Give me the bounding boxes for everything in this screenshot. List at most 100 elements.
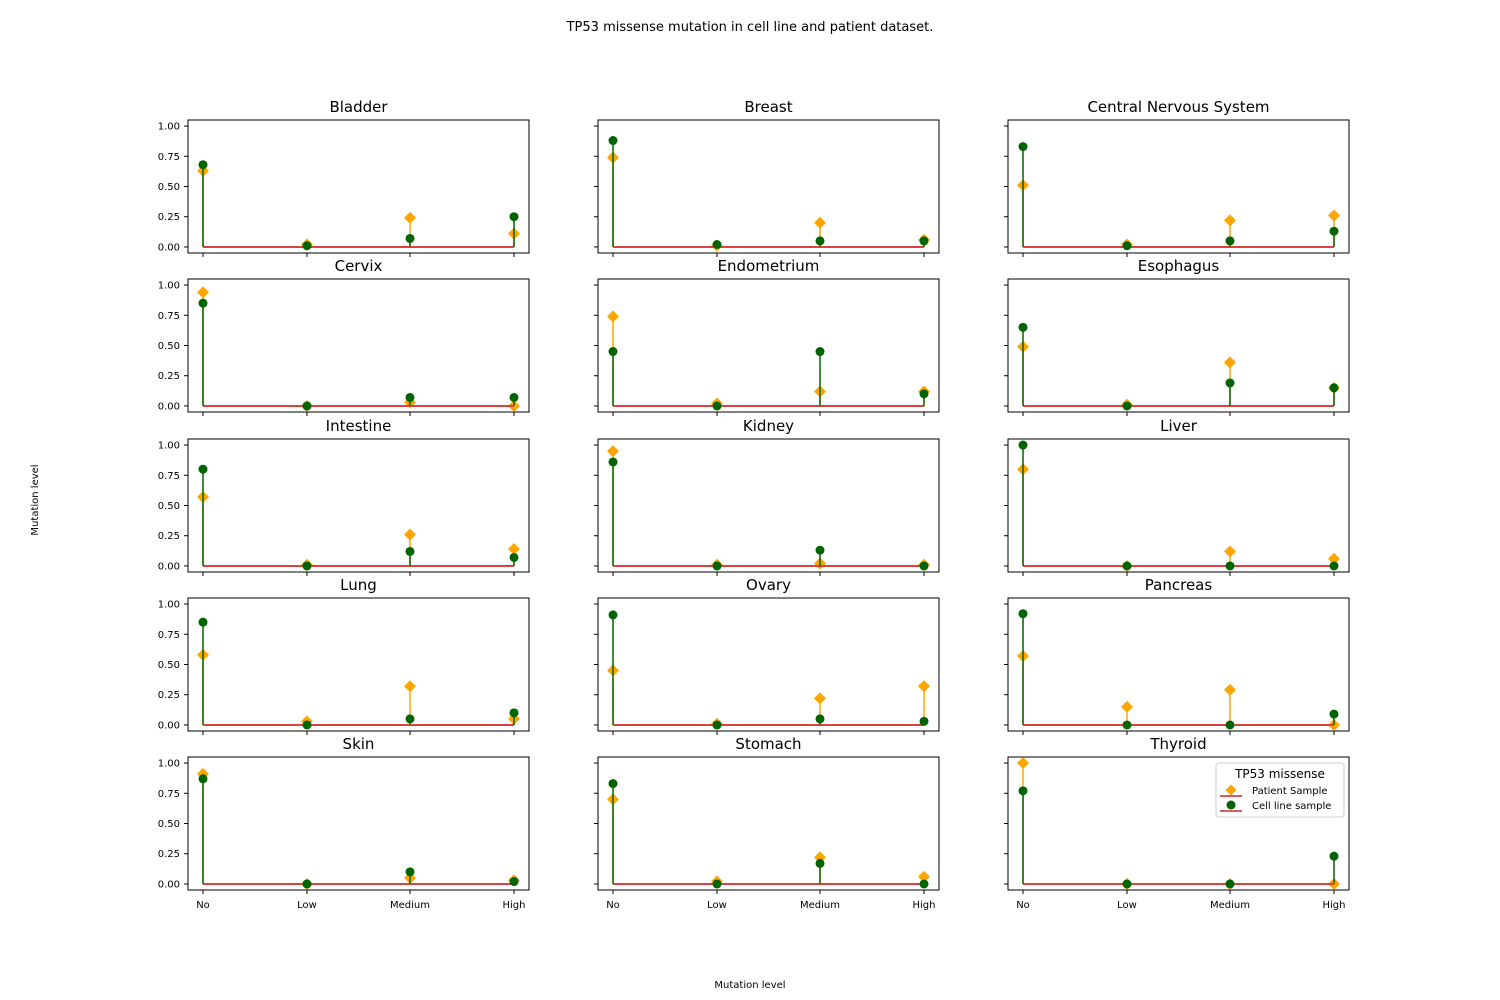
plot-frame: [1007, 119, 1350, 254]
y-tick-label: 0.00: [158, 879, 180, 890]
x-tick-label: Medium: [390, 900, 430, 911]
y-tick-label: 1.00: [158, 759, 180, 770]
cell-line-marker: [302, 720, 312, 730]
panel-stomach: Stomach No Low Medium High: [594, 735, 940, 911]
legend: TP53 missense Patient Sample Cell line sam…: [1215, 762, 1345, 818]
plot-frame: [187, 597, 530, 732]
patient-marker: [607, 310, 619, 323]
cell-line-marker: [919, 236, 929, 246]
x-tick-label: Medium: [800, 900, 840, 911]
cell-line-marker: [405, 233, 415, 243]
y-tick-label: 1.00: [158, 600, 180, 611]
y-tick-label: 0.50: [158, 501, 180, 512]
patient-marker: [1328, 552, 1340, 565]
x-tick-label: Low: [707, 900, 727, 911]
panel-central-nervous-system: Central Nervous System: [1004, 98, 1350, 257]
cell-line-marker: [198, 617, 208, 627]
panel-kidney: Kidney: [594, 417, 940, 576]
patient-marker: [404, 680, 416, 693]
cell-line-marker: [815, 545, 825, 555]
cell-line-marker: [198, 774, 208, 784]
patient-marker: [814, 851, 826, 864]
cell-line-marker: [509, 552, 519, 562]
cell-line-marker: [302, 561, 312, 571]
cell-line-marker: [509, 708, 519, 718]
y-tick-label: 1.00: [158, 281, 180, 292]
y-tick-label: 0.50: [158, 182, 180, 193]
cell-line-marker: [815, 236, 825, 246]
y-tick-label: 0.75: [158, 471, 180, 482]
y-tick-label: 0.25: [158, 212, 180, 223]
patient-marker: [918, 870, 930, 883]
y-tick-label: 1.00: [158, 122, 180, 133]
y-tick-label: 0.50: [158, 819, 180, 830]
x-tick-label: Medium: [1210, 900, 1250, 911]
panel-endometrium: Endometrium: [594, 257, 940, 416]
panel-liver: Liver: [1004, 417, 1350, 576]
x-tick-label: Low: [297, 900, 317, 911]
panel-skin: Skin 0.00 0.25 0.50 0.75 1.00 No Low Medium High: [158, 735, 530, 911]
panel-title: Stomach: [735, 735, 801, 753]
cell-line-marker: [608, 347, 618, 357]
panel-grid: Bladder 0.00 0.25 0.50 0.75 1.00 Breast Central…: [158, 98, 1350, 911]
plot-frame: [597, 438, 940, 573]
cell-line-marker: [302, 401, 312, 411]
patient-marker: [197, 286, 209, 299]
cell-line-marker: [608, 457, 618, 467]
cell-line-marker: [1122, 879, 1132, 889]
patient-marker: [1121, 700, 1133, 713]
legend-cell-line-label: Cell line sample: [1252, 801, 1331, 812]
x-tick-label: Low: [1117, 900, 1137, 911]
cell-line-marker: [198, 464, 208, 474]
cell-line-marker: [1225, 561, 1235, 571]
patient-marker: [404, 211, 416, 224]
plot-frame: [187, 119, 530, 254]
cell-line-marker: [712, 240, 722, 250]
y-tick-label: 0.25: [158, 531, 180, 542]
panel-title: Cervix: [335, 257, 383, 275]
cell-line-marker: [1225, 720, 1235, 730]
patient-marker: [814, 692, 826, 705]
y-tick-label: 0.75: [158, 152, 180, 163]
panel-title: Intestine: [326, 417, 392, 435]
figure-title: TP53 missense mutation in cell line and …: [566, 20, 934, 35]
panel-title: Kidney: [743, 417, 794, 435]
cell-line-marker: [1329, 383, 1339, 393]
panel-title: Skin: [343, 735, 375, 753]
panel-bladder: Bladder 0.00 0.25 0.50 0.75 1.00: [158, 98, 530, 257]
x-tick-label: No: [606, 900, 620, 911]
plot-frame: [1007, 438, 1350, 573]
cell-line-marker: [198, 160, 208, 170]
cell-line-marker: [608, 779, 618, 789]
cell-line-marker: [1122, 401, 1132, 411]
panel-thyroid: Thyroid No Low Medium High TP53 missense Patie…: [1004, 735, 1350, 911]
y-tick-label: 0.25: [158, 849, 180, 860]
panel-title: Central Nervous System: [1087, 98, 1269, 116]
cell-line-marker: [405, 392, 415, 402]
y-tick-label: 0.00: [158, 561, 180, 572]
cell-line-marker: [815, 858, 825, 868]
patient-marker: [1224, 356, 1236, 369]
cell-line-marker: [712, 401, 722, 411]
panel-title: Endometrium: [718, 257, 820, 275]
patient-marker: [404, 528, 416, 541]
cell-line-marker: [815, 714, 825, 724]
cell-line-marker: [509, 212, 519, 222]
y-tick-label: 0.75: [158, 311, 180, 322]
figure-ylabel: Mutation level: [30, 464, 41, 535]
panel-title: Pancreas: [1145, 576, 1213, 594]
x-tick-label: No: [1016, 900, 1030, 911]
y-tick-label: 0.00: [158, 720, 180, 731]
y-tick-label: 0.50: [158, 341, 180, 352]
cell-line-marker: [1329, 226, 1339, 236]
panel-title: Liver: [1160, 417, 1198, 435]
cell-line-marker: [1225, 236, 1235, 246]
panel-intestine: Intestine 0.00 0.25 0.50 0.75 1.00: [158, 417, 530, 576]
panel-title: Thyroid: [1149, 735, 1206, 753]
cell-line-marker: [1329, 709, 1339, 719]
cell-line-marker: [1329, 851, 1339, 861]
cell-line-marker: [1018, 440, 1028, 450]
patient-marker: [607, 445, 619, 458]
plot-frame: [187, 278, 530, 413]
patient-marker: [1224, 214, 1236, 227]
